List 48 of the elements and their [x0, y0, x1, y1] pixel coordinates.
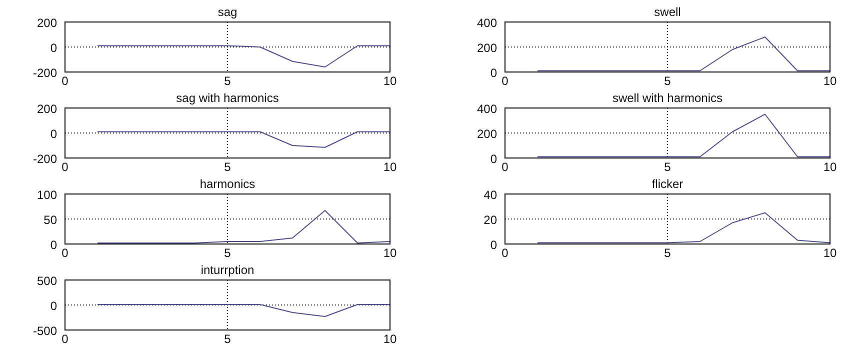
- y-tick-label: 50: [44, 213, 58, 227]
- x-tick-label: 5: [664, 74, 672, 88]
- x-tick-label: 10: [823, 246, 837, 260]
- chart-title: swell with harmonics: [612, 91, 723, 105]
- x-tick-label: 0: [502, 160, 509, 174]
- x-tick-label: 5: [224, 246, 232, 260]
- x-tick-label: 5: [664, 160, 672, 174]
- x-tick-label: 10: [823, 160, 837, 174]
- x-tick-label: 5: [224, 332, 232, 346]
- y-tick-label: -500: [32, 324, 58, 338]
- x-tick-label: 0: [502, 246, 509, 260]
- x-tick-label: 0: [62, 74, 69, 88]
- y-tick-label: -200: [32, 66, 58, 80]
- x-tick-label: 5: [224, 160, 232, 174]
- chart-title: flicker: [652, 177, 684, 191]
- y-tick-label: -200: [32, 152, 58, 166]
- line-series: [97, 210, 390, 244]
- x-tick-label: 0: [502, 74, 509, 88]
- x-tick-label: 5: [664, 246, 672, 260]
- y-tick-label: 40: [484, 188, 498, 202]
- chart-title: swell: [654, 5, 681, 19]
- y-tick-label: 0: [50, 299, 58, 313]
- x-tick-label: 0: [62, 246, 69, 260]
- chart-title: inturrption: [200, 263, 254, 277]
- chart-title: harmonics: [200, 177, 256, 191]
- x-tick-label: 10: [383, 332, 397, 346]
- x-tick-label: 10: [383, 246, 397, 260]
- x-tick-label: 10: [383, 160, 397, 174]
- chart-title: sag with harmonics: [176, 91, 279, 105]
- y-tick-label: 200: [476, 127, 498, 141]
- y-tick-label: 100: [36, 188, 58, 202]
- chart-title: sag: [218, 5, 238, 19]
- x-tick-label: 0: [62, 332, 69, 346]
- y-tick-label: 200: [476, 41, 498, 55]
- line-series: [97, 45, 390, 68]
- y-tick-label: 200: [36, 16, 58, 30]
- y-tick-label: 400: [476, 102, 498, 116]
- line-series: [537, 212, 830, 244]
- y-tick-label: 400: [476, 16, 498, 30]
- x-tick-label: 10: [823, 74, 837, 88]
- y-tick-label: 0: [50, 41, 58, 55]
- y-tick-label: 0: [50, 127, 58, 141]
- y-tick-label: 20: [484, 213, 498, 227]
- x-tick-label: 10: [383, 74, 397, 88]
- y-tick-label: 500: [36, 274, 58, 288]
- y-tick-label: 200: [36, 102, 58, 116]
- x-tick-label: 5: [224, 74, 232, 88]
- x-tick-label: 0: [62, 160, 69, 174]
